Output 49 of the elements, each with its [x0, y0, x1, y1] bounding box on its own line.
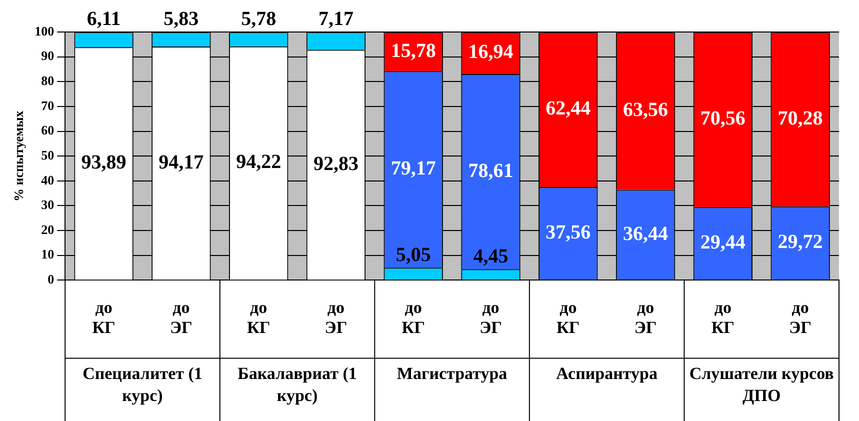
data-label: 16,94: [468, 41, 514, 64]
text: Магистратура: [396, 364, 508, 384]
x-tick-label: до КГ: [556, 298, 580, 338]
y-tick-label: 10: [41, 246, 54, 262]
y-tick-label: 100: [34, 23, 54, 38]
data-label: 92,83: [313, 152, 358, 175]
y-tick-label: 60: [41, 122, 54, 138]
y-tick-label: 20: [41, 222, 54, 237]
data-label: 7,17: [318, 8, 354, 30]
x-tick-label: до ЭГ: [634, 298, 657, 338]
y-tick-label: 70: [41, 98, 54, 113]
x-tick-label: до КГ: [711, 298, 734, 338]
data-label: 94,17: [158, 151, 204, 174]
x-tick-label: до КГ: [402, 298, 425, 338]
y-axis-title: % испытуемых: [11, 110, 26, 202]
x-tick-label: до ЭГ: [480, 298, 502, 338]
data-label: 70,28: [778, 107, 823, 130]
data-label: 62,44: [546, 98, 591, 120]
data-label: 6,11: [86, 8, 121, 30]
x-tick-label: до КГ: [246, 298, 270, 338]
text: Слушатели курсов ДПО: [689, 364, 834, 406]
y-tick-label: 90: [41, 48, 54, 64]
x-tick-label: до КГ: [92, 298, 116, 338]
data-label: 29,72: [778, 231, 823, 254]
data-label: 29,44: [700, 232, 746, 254]
text: Бакалавриат (1 курс): [238, 364, 357, 406]
x-tick-label: до ЭГ: [324, 298, 348, 338]
data-label: 5,83: [164, 8, 199, 30]
text: Специалитет (1 курс): [82, 364, 202, 406]
data-label: 93,89: [81, 152, 126, 174]
data-label: 4,45: [473, 245, 508, 268]
y-tick-label: 80: [41, 73, 54, 88]
data-label: 36,44: [623, 222, 668, 245]
data-label: 70,56: [700, 108, 746, 130]
data-label: 63,56: [623, 99, 668, 122]
x-tick-label: до ЭГ: [170, 298, 192, 338]
data-label: 94,22: [236, 151, 282, 174]
y-tick-label: 50: [41, 147, 54, 162]
data-label: 37,56: [546, 222, 591, 244]
data-label: 5,05: [396, 244, 431, 266]
text: Аспирантура: [556, 364, 658, 384]
data-label: 15,78: [390, 40, 436, 62]
data-label: 78,61: [468, 160, 514, 182]
y-tick-label: 40: [41, 172, 54, 188]
y-tick-label: 30: [41, 197, 54, 212]
y-tick-label: 0: [48, 272, 54, 287]
data-label: 5,78: [241, 8, 276, 30]
x-tick-label: до ЭГ: [789, 298, 812, 338]
data-label: 79,17: [390, 158, 436, 180]
